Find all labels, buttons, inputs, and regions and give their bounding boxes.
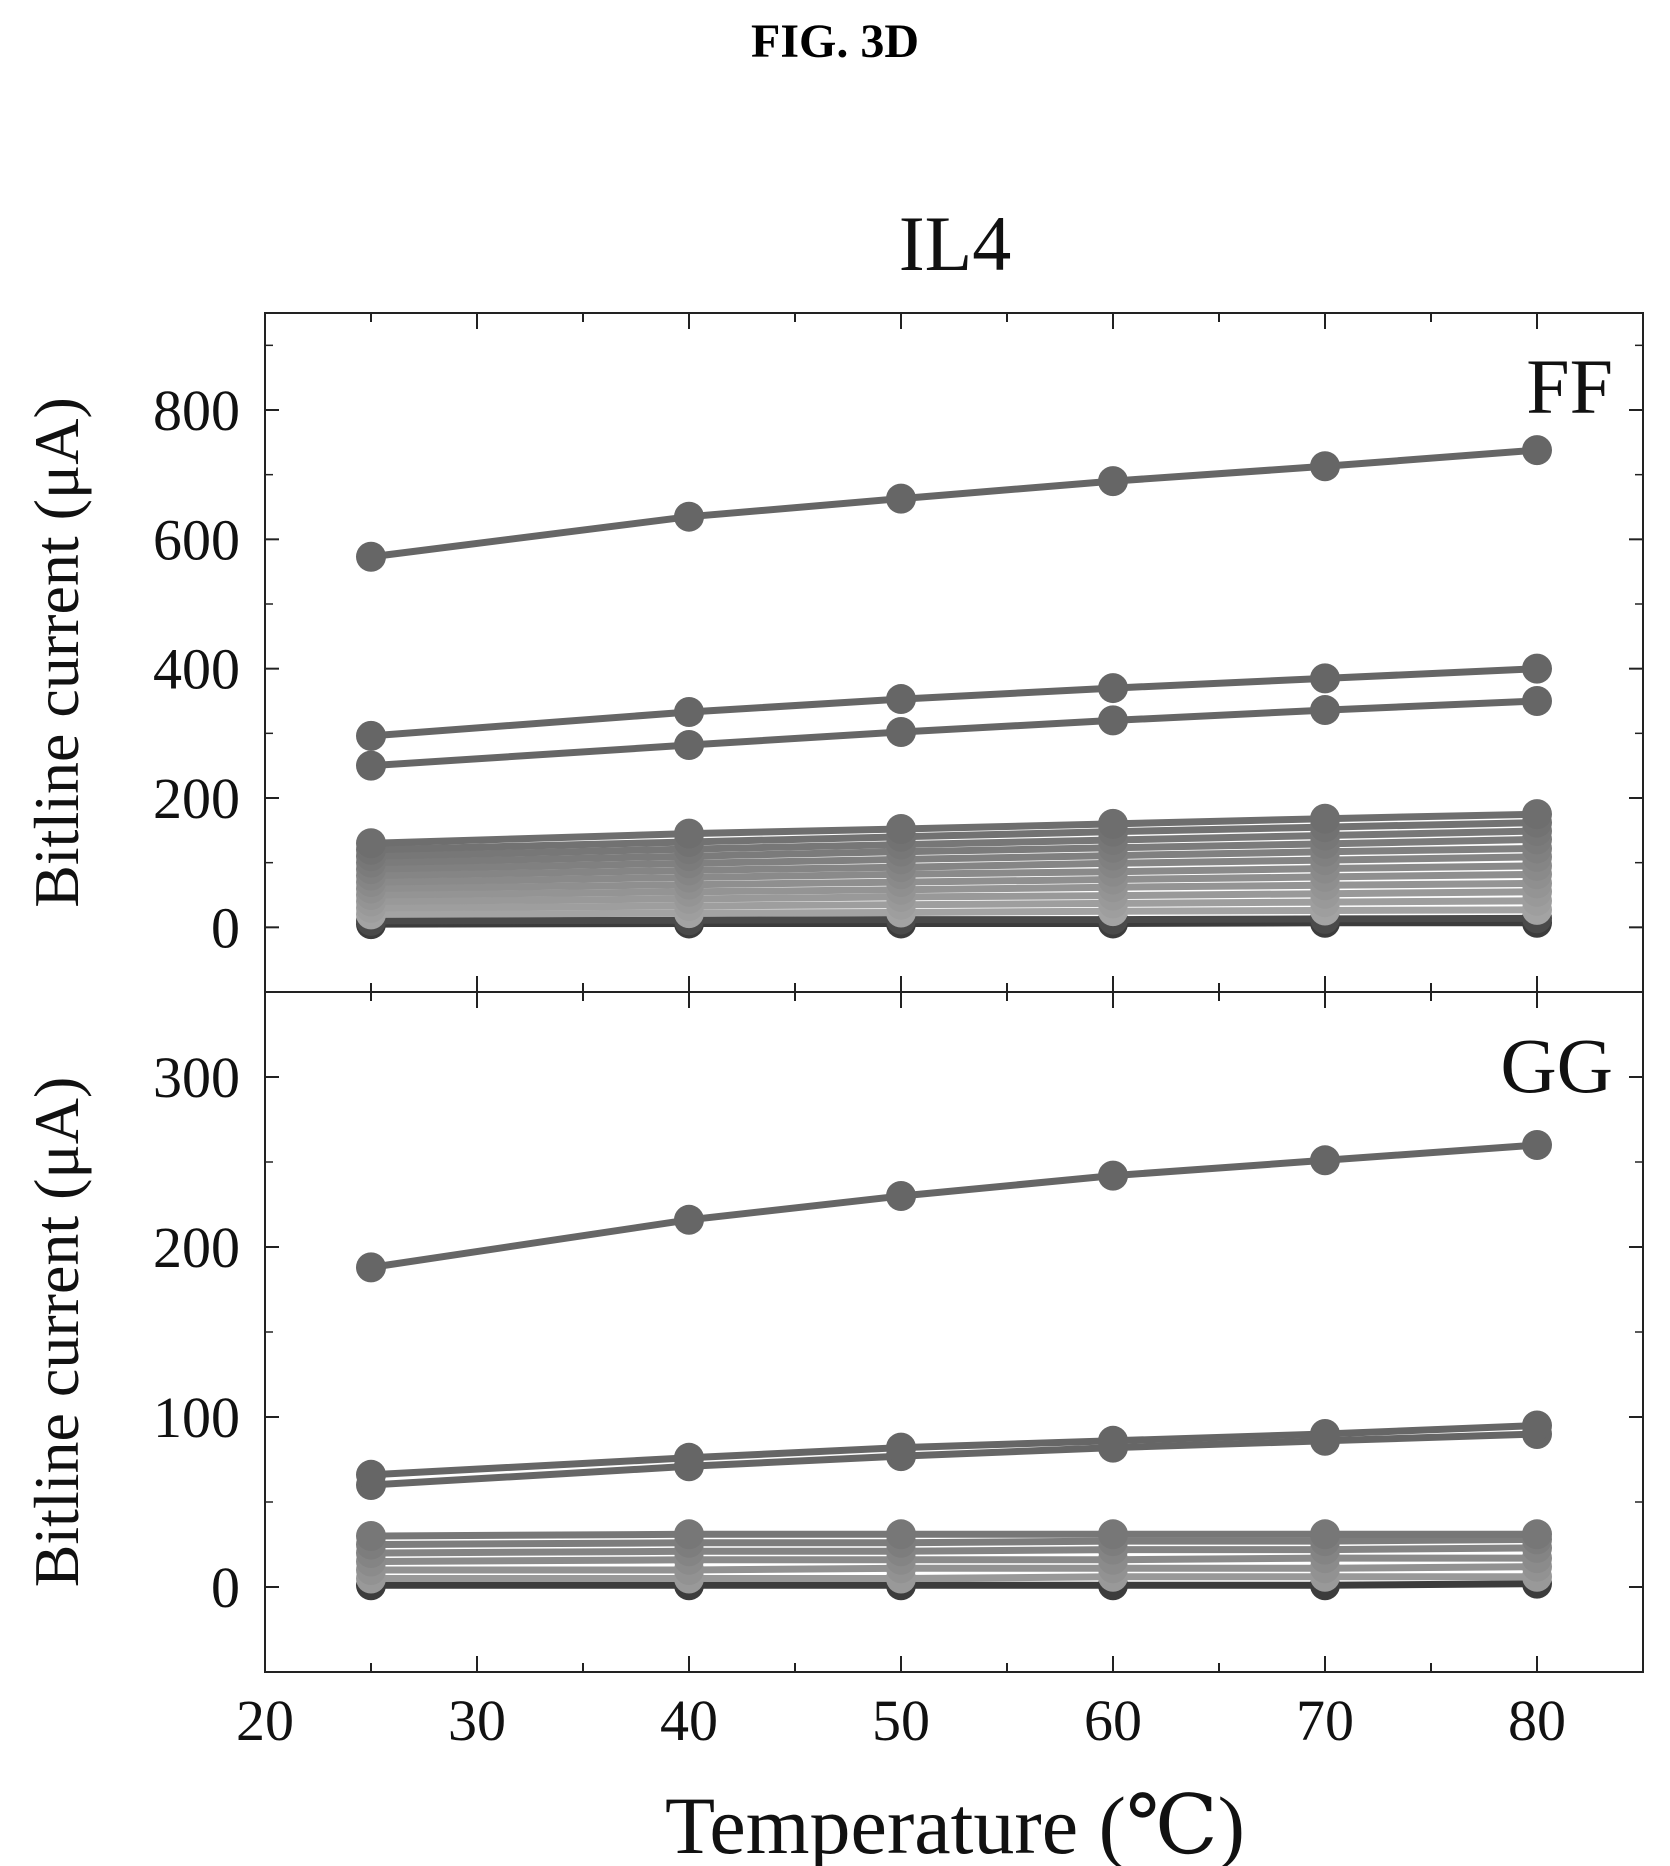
bottom-data-point xyxy=(1522,1410,1552,1441)
top-y-tick-label: 0 xyxy=(211,895,240,960)
top-data-point xyxy=(1522,799,1552,830)
bottom-data-point xyxy=(886,1181,916,1211)
top-data-point xyxy=(1310,803,1340,834)
bottom-data-point xyxy=(886,1432,916,1463)
top-data-point xyxy=(1310,663,1340,694)
bottom-series-layer xyxy=(356,1130,1552,1601)
bottom-x-tick-label: 20 xyxy=(236,1688,294,1753)
top-data-point xyxy=(886,684,916,715)
x-axis-label: Temperature (℃) xyxy=(665,1780,1245,1866)
top-y-tick-label: 200 xyxy=(153,766,240,831)
top-data-point xyxy=(886,814,916,845)
bottom-data-point xyxy=(886,1519,916,1550)
top-data-point xyxy=(674,696,704,727)
top-panel-annotation: FF xyxy=(1526,343,1613,430)
top-series-line xyxy=(370,835,1538,867)
top-y-tick-label: 400 xyxy=(153,637,240,702)
top-data-point xyxy=(356,828,386,859)
top-series-line xyxy=(370,897,1538,912)
bottom-data-point xyxy=(674,1204,704,1235)
top-series-line xyxy=(370,697,1538,770)
bottom-data-point xyxy=(1098,1519,1128,1550)
top-data-point xyxy=(1098,466,1128,497)
top-y-tick-label: 600 xyxy=(153,507,240,572)
bottom-data-point xyxy=(1098,1160,1128,1191)
top-data-point xyxy=(1522,686,1552,716)
bottom-x-tick-label: 80 xyxy=(1508,1688,1566,1753)
top-data-point xyxy=(1310,451,1340,482)
top-series-line xyxy=(370,888,1538,905)
top-data-point xyxy=(1522,653,1552,684)
top-data-point xyxy=(1098,705,1128,736)
bottom-data-point xyxy=(356,1521,386,1551)
top-series-line xyxy=(370,844,1538,873)
bottom-data-point xyxy=(1310,1519,1340,1550)
bottom-x-tick-label: 30 xyxy=(448,1688,506,1753)
bottom-y-tick-label: 200 xyxy=(153,1215,240,1280)
bottom-series-line xyxy=(370,1530,1537,1540)
bottom-x-tick-label: 40 xyxy=(660,1688,718,1753)
bottom-data-point xyxy=(1310,1419,1340,1449)
top-data-point xyxy=(886,717,916,748)
bottom-x-tick-label: 70 xyxy=(1296,1688,1354,1753)
bottom-series-line xyxy=(371,1563,1538,1574)
bottom-series-line xyxy=(371,1580,1538,1589)
top-data-point xyxy=(356,750,386,781)
top-series-line xyxy=(370,906,1538,918)
top-series-line xyxy=(370,810,1538,847)
top-series-line xyxy=(370,870,1538,892)
bottom-y-axis-label: Bitline current (μA) xyxy=(21,1077,92,1588)
bottom-y-tick-label: 300 xyxy=(153,1045,240,1110)
top-series-line xyxy=(370,879,1538,899)
bottom-data-point xyxy=(674,1519,704,1550)
top-y-tick-label: 800 xyxy=(153,378,240,443)
top-data-point xyxy=(674,818,704,849)
bottom-series-line xyxy=(370,1554,1537,1565)
bottom-data-point xyxy=(356,1459,386,1490)
top-series-line xyxy=(370,446,1538,561)
top-data-point xyxy=(1098,808,1128,839)
top-data-point xyxy=(1098,673,1128,704)
bottom-data-point xyxy=(1522,1130,1552,1160)
top-series-line xyxy=(370,853,1538,880)
top-series-layer xyxy=(356,435,1552,940)
bottom-series-line xyxy=(370,1535,1538,1548)
top-data-point xyxy=(886,483,916,514)
bottom-series-line xyxy=(370,1141,1538,1271)
bottom-panel: 0 100 200 300 20 30 40 50 60 70 80 Bitline current … xyxy=(21,991,1644,1753)
bottom-series-line xyxy=(370,1544,1538,1557)
bottom-series-line xyxy=(371,1573,1537,1582)
top-series-line xyxy=(370,827,1538,860)
bottom-data-point xyxy=(356,1252,386,1283)
bottom-data-point xyxy=(1098,1425,1128,1456)
bottom-series-line xyxy=(370,1430,1538,1489)
bottom-data-point xyxy=(1522,1519,1552,1550)
top-series-line xyxy=(370,819,1538,854)
top-y-axis-label: Bitline current (μA) xyxy=(21,397,92,908)
top-series-line xyxy=(370,665,1538,740)
top-data-point xyxy=(1310,695,1340,726)
figure-label: FIG. 3D xyxy=(751,15,919,68)
top-data-point xyxy=(674,729,704,760)
bottom-series-line xyxy=(370,1422,1538,1479)
bottom-x-tick-label: 60 xyxy=(1084,1688,1142,1753)
top-data-point xyxy=(356,541,386,572)
top-data-point xyxy=(1522,435,1552,466)
top-series-line xyxy=(370,914,1538,925)
bottom-x-tick-label: 50 xyxy=(872,1688,930,1753)
top-data-point xyxy=(356,720,386,751)
bottom-data-point xyxy=(1310,1145,1340,1176)
top-data-point xyxy=(674,501,704,532)
top-panel: 0 200 400 600 800 Bitline current (μA) FF xyxy=(21,312,1644,993)
chart-title: IL4 xyxy=(899,200,1012,287)
bottom-y-tick-label: 100 xyxy=(153,1385,240,1450)
bottom-y-tick-label: 0 xyxy=(211,1555,240,1620)
bottom-panel-annotation: GG xyxy=(1500,1022,1613,1109)
bottom-data-point xyxy=(674,1442,704,1473)
top-series-line xyxy=(370,862,1538,886)
